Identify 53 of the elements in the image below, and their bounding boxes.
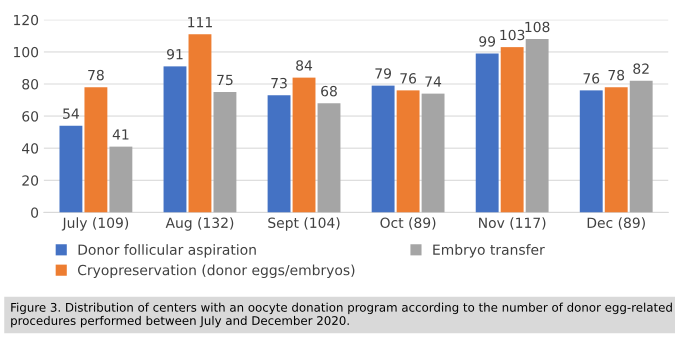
x-tick-label: Nov (117)	[479, 217, 546, 230]
x-tick-label: Sept (104)	[268, 217, 340, 231]
data-label: 99	[479, 36, 496, 47]
x-tick-label: Dec (89)	[588, 217, 645, 230]
y-tick-label: 80	[22, 78, 38, 90]
data-label: 76	[584, 73, 600, 84]
data-label: 79	[375, 68, 391, 79]
bar	[526, 39, 549, 212]
bar	[109, 146, 132, 212]
bar	[164, 66, 186, 212]
bar	[268, 95, 291, 212]
legend-label: Donor follicular aspiration	[78, 244, 256, 258]
y-tick-label: 120	[14, 14, 38, 26]
data-label: 76	[400, 73, 416, 84]
y-tick-label: 20	[22, 175, 38, 186]
bar	[476, 54, 499, 212]
data-label: 75	[217, 74, 233, 86]
data-label: 82	[633, 63, 649, 74]
data-label: 78	[608, 70, 624, 80]
data-label: 111	[188, 17, 212, 28]
bar	[84, 87, 108, 212]
bar	[396, 90, 420, 212]
bar	[422, 94, 445, 212]
caption: Figure 3. Distribution of centers with an oocyte donation program according to the number of donor egg-related procedures performed between July and December 2020.	[11, 302, 672, 328]
y-tick-label: 0	[31, 207, 38, 218]
legend-label: Cryopreservation (donor eggs/embryos)	[78, 264, 354, 278]
data-label: 91	[167, 48, 183, 60]
bar	[604, 87, 628, 212]
bar	[372, 86, 395, 212]
data-label: 68	[321, 86, 337, 96]
data-label: 73	[271, 78, 287, 88]
data-label: 74	[425, 76, 442, 87]
y-tick-label: 60	[22, 111, 38, 122]
data-label: 108	[525, 22, 550, 32]
x-tick-label: Aug (132)	[166, 217, 234, 231]
bar	[292, 78, 316, 212]
data-label: 78	[88, 70, 104, 80]
bar	[188, 34, 212, 212]
bar	[213, 92, 236, 212]
bar	[318, 103, 340, 212]
bar	[500, 47, 524, 212]
data-label: 84	[296, 60, 312, 71]
y-tick-label: 40	[22, 143, 38, 154]
data-label: 103	[500, 30, 524, 40]
x-tick-label: July (109)	[62, 217, 128, 231]
y-tick-label: 100	[14, 46, 38, 58]
x-tick-label: Oct (89)	[380, 217, 436, 230]
bar	[630, 80, 653, 212]
bar	[59, 126, 82, 212]
data-label: 54	[63, 108, 79, 119]
data-label: 41	[112, 129, 128, 140]
bar	[580, 90, 603, 212]
legend-label: Embryo transfer	[433, 244, 545, 258]
